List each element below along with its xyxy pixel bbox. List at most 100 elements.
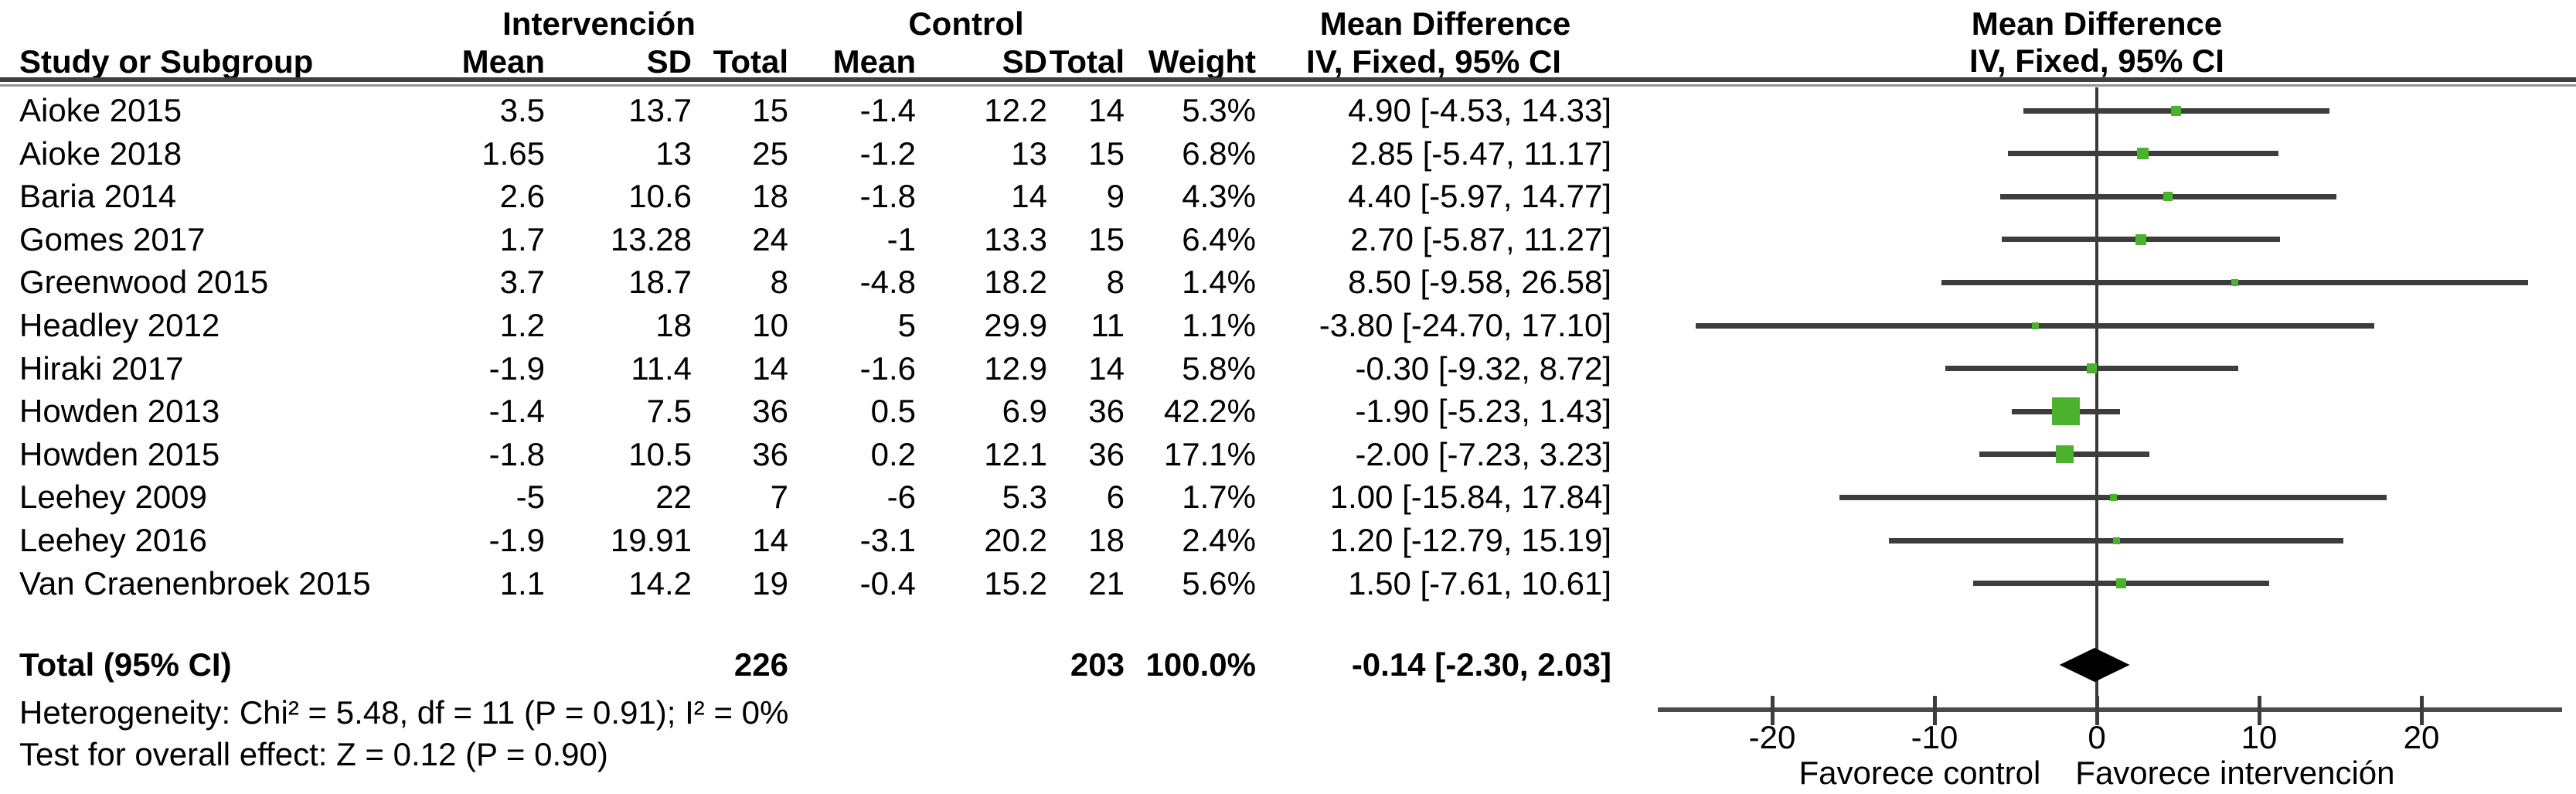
overall-effect-note: Test for overall effect: Z = 0.12 (P = 0… [19,736,608,772]
cell-sd-control: 5.3 [1002,479,1047,516]
cell-sd-intervention: 13 [655,135,692,172]
total-row: Total (95% CI) 226 203 100.0% -0.14 [-2.… [0,643,1611,687]
effect-square [2031,322,2039,329]
effect-square [2116,578,2126,589]
cell-sd-control: 20.2 [984,522,1047,558]
cell-mean-intervention: -1.4 [488,393,545,430]
study-row: Howden 2013 -1.4 7.5 36 0.5 6.9 36 42.2% -1.90 [… [0,390,1611,433]
cell-sd-intervention: 19.91 [610,522,692,558]
axis-tick-label: -10 [1911,719,1958,755]
cell-study-name: Greenwood 2015 [19,264,269,301]
effect-square [2137,148,2149,160]
cell-weight: 1.7% [1182,479,1256,516]
cell-weight: 4.3% [1182,178,1256,215]
cell-weight: 17.1% [1163,435,1256,472]
axis-tick-label: 10 [2241,719,2278,755]
effect-square [2087,363,2098,374]
cell-sd-intervention: 14.2 [628,564,692,601]
col-weight: Weight [1148,43,1256,80]
header-separator-dark [0,77,2576,82]
cell-mean-control: -3.1 [859,522,916,558]
cell-sd-control: 12.1 [984,435,1047,472]
cell-weight: 5.3% [1182,92,1256,128]
cell-total-intervention: 36 [752,435,788,472]
cell-study-name: Aioke 2015 [19,92,182,128]
cell-study-name: Hiraki 2017 [19,349,184,387]
axis-tick [2095,696,2099,725]
col-total-intervention: Total [713,43,788,80]
cell-mean-intervention: 1.1 [499,564,545,601]
cell-total-control: 6 [1106,479,1125,516]
cell-total-control: 21 [1088,564,1125,601]
cell-total-control: 14 [1088,92,1125,128]
cell-sd-intervention: 13.7 [628,92,692,128]
cell-ci-text: 1.50 [-7.61, 10.61] [1348,564,1611,601]
total-ci-text: -0.14 [-2.30, 2.03] [1351,646,1611,683]
cell-mean-intervention: 1.2 [499,307,545,343]
favors-left-label: Favorece control [1798,755,2041,791]
cell-mean-control: -0.4 [859,564,916,601]
axis-tick [1933,696,1937,725]
col-effect-subtitle: IV, Fixed, 95% CI [1306,43,1561,80]
study-row: Aioke 2018 1.65 13 25 -1.2 13 15 6.8% 2.85 [-5.4… [0,132,1611,175]
header-separator-light [0,84,2576,87]
cell-weight: 5.6% [1182,564,1256,601]
cell-study-name: Leehey 2016 [19,522,207,558]
cell-mean-control: -1.2 [859,135,916,172]
axis-tick-label: 20 [2403,719,2440,755]
total-n-control: 203 [1070,646,1125,683]
cell-ci-text: -3.80 [-24.70, 17.10] [1319,307,1611,343]
cell-sd-intervention: 18 [655,307,692,343]
cell-ci-text: 4.40 [-5.97, 14.77] [1348,178,1611,215]
cell-sd-intervention: 10.5 [628,435,692,472]
cell-mean-intervention: -5 [516,479,545,516]
study-row: Baria 2014 2.6 10.6 18 -1.8 14 9 4.3% 4.40 [-5.9… [0,175,1611,218]
group-header-intervention: Intervención [502,5,696,42]
cell-weight: 6.8% [1182,135,1256,172]
cell-ci-text: 2.85 [-5.47, 11.17] [1350,135,1611,172]
effect-square [2135,233,2146,245]
cell-mean-intervention: 1.7 [499,220,545,257]
cell-weight: 6.4% [1182,220,1256,257]
cell-ci-text: 1.20 [-12.79, 15.19] [1329,522,1611,558]
cell-sd-control: 6.9 [1002,393,1047,430]
plot-subtitle: IV, Fixed, 95% CI [1969,43,2224,79]
cell-sd-intervention: 18.7 [628,264,692,301]
total-weight: 100.0% [1145,646,1256,683]
study-row: Leehey 2009 -5 22 7 -6 5.3 6 1.7% 1.00 [-15.84, … [0,475,1611,519]
cell-mean-control: -4.8 [859,264,916,301]
cell-total-intervention: 25 [752,135,788,172]
cell-sd-control: 14 [1011,178,1047,215]
cell-total-intervention: 36 [752,393,788,430]
cell-ci-text: 2.70 [-5.87, 11.27] [1350,220,1611,257]
study-row: Greenwood 2015 3.7 18.7 8 -4.8 18.2 8 1.4% 8.50 … [0,261,1611,304]
cell-sd-control: 15.2 [984,564,1047,601]
cell-total-intervention: 14 [752,349,788,387]
cell-weight: 2.4% [1182,522,1256,558]
column-header-row: Study or Subgroup Mean SD Total Mean SD … [0,40,1611,83]
cell-mean-control: -1.8 [859,178,916,215]
cell-total-intervention: 8 [770,264,788,301]
cell-total-control: 36 [1088,393,1125,430]
cell-sd-intervention: 11.4 [631,349,692,387]
cell-mean-intervention: -1.9 [488,522,545,558]
effect-square [2052,397,2081,426]
cell-mean-control: -1.4 [859,92,916,128]
cell-mean-control: -1 [886,220,916,257]
study-row: Gomes 2017 1.7 13.28 24 -1 13.3 15 6.4% 2.70 [-5… [0,218,1611,261]
effect-square [2171,105,2182,116]
cell-mean-intervention: 1.65 [482,135,545,172]
cell-total-control: 18 [1088,522,1125,558]
cell-study-name: Gomes 2017 [19,220,206,257]
cell-sd-control: 29.9 [984,307,1047,343]
cell-ci-text: 1.00 [-15.84, 17.84] [1329,479,1611,516]
cell-sd-intervention: 22 [655,479,692,516]
cell-mean-intervention: 3.5 [499,92,545,128]
cell-mean-control: -6 [886,479,916,516]
cell-total-intervention: 14 [752,522,788,558]
col-sd-control: SD [1002,43,1047,80]
axis-tick [1771,696,1775,725]
cell-study-name: Leehey 2009 [19,479,207,516]
effect-square [2112,537,2120,544]
cell-weight: 1.4% [1182,264,1256,301]
